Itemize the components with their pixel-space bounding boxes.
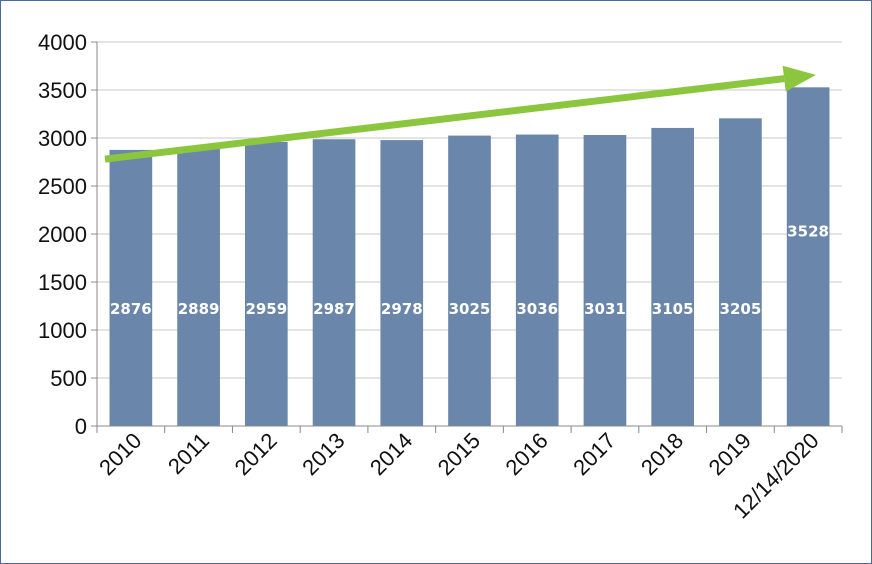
axes — [91, 41, 843, 433]
y-tick-label: 500 — [50, 366, 87, 391]
x-tick-label: 2012 — [230, 428, 282, 480]
bar-value-label: 2876 — [110, 300, 152, 318]
x-tick-label: 2016 — [500, 428, 552, 480]
bar-value-label: 3025 — [449, 300, 491, 318]
x-tick-label: 2010 — [94, 428, 146, 480]
x-tick-label: 2013 — [297, 428, 349, 480]
bar-value-label: 3036 — [516, 300, 558, 318]
bar-value-label: 2987 — [313, 300, 355, 318]
y-tick-label: 3500 — [38, 78, 87, 103]
x-axis-ticks: 2010 2011 2012 2013 2014 2015 2016 2017 2018 2019… — [94, 428, 824, 524]
bar — [786, 87, 830, 426]
bar — [380, 140, 424, 426]
data-labels: 2876 2889 2959 2987 2978 3025 3036 3031 3105 3205… — [110, 222, 829, 318]
bar — [583, 135, 627, 427]
x-tick-label: 2014 — [365, 428, 417, 480]
y-tick-label: 2500 — [38, 174, 87, 199]
bar — [109, 149, 153, 427]
bar-value-label: 2889 — [178, 300, 220, 318]
bar-value-label: 3205 — [720, 300, 762, 318]
y-tick-label: 4000 — [38, 30, 87, 55]
y-tick-label: 2000 — [38, 222, 87, 247]
x-tick-label: 2015 — [433, 428, 485, 480]
bar — [312, 139, 356, 427]
x-tick-label: 2019 — [704, 428, 756, 480]
bar-value-label: 3105 — [652, 300, 694, 318]
bar-value-label: 3031 — [584, 300, 626, 318]
trend-arrow-shaft — [104, 75, 785, 163]
y-tick-label: 3000 — [38, 126, 87, 151]
bar-value-label: 2959 — [245, 300, 287, 318]
trend-arrow-head — [782, 65, 816, 92]
bar — [651, 127, 695, 427]
bar — [719, 118, 762, 426]
y-axis-ticks: 0 500 1000 1500 2000 2500 3000 3500 4000 — [38, 30, 87, 439]
trend-arrow — [104, 65, 816, 163]
bar — [177, 148, 220, 426]
bar-value-label: 2978 — [381, 300, 423, 318]
y-tick-label: 0 — [75, 414, 87, 439]
bar-value-label: 3528 — [787, 222, 829, 240]
bars — [109, 87, 830, 427]
bar — [448, 135, 491, 426]
bar — [515, 134, 559, 426]
x-tick-label: 2018 — [636, 428, 688, 480]
y-tick-label: 1500 — [38, 270, 87, 295]
x-tick-label: 2011 — [163, 428, 214, 479]
bar — [244, 141, 288, 426]
y-tick-label: 1000 — [38, 318, 87, 343]
x-tick-label: 2017 — [568, 428, 620, 480]
